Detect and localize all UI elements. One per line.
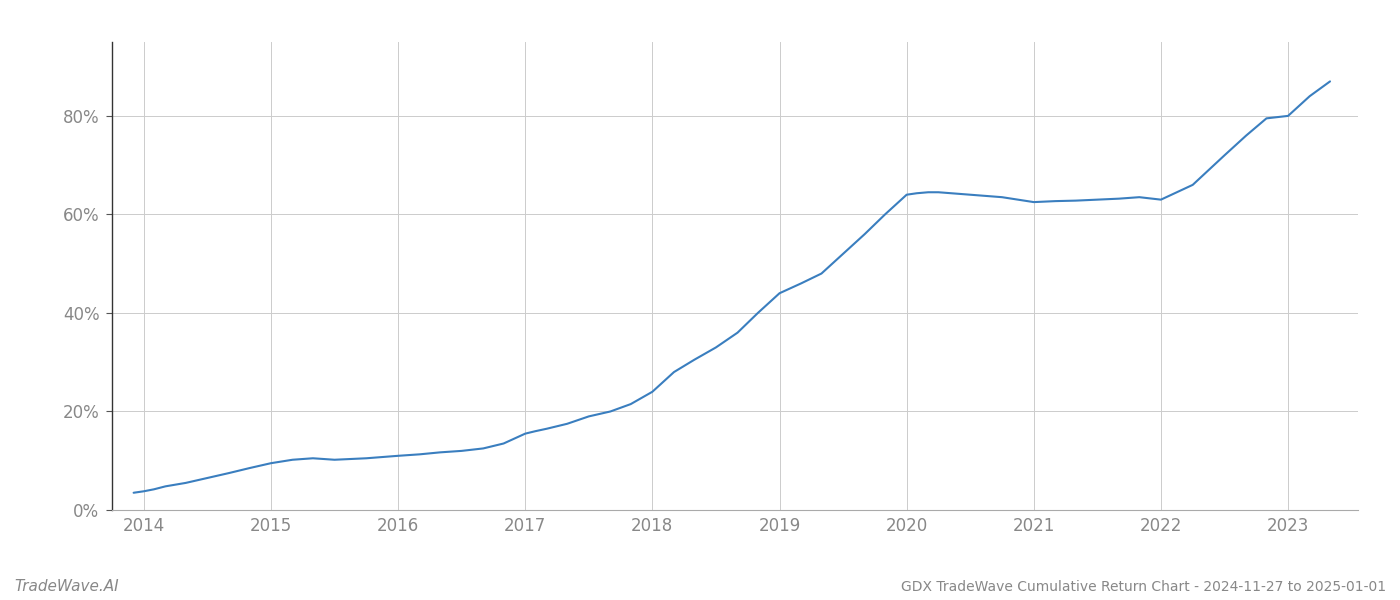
Text: TradeWave.AI: TradeWave.AI bbox=[14, 579, 119, 594]
Text: GDX TradeWave Cumulative Return Chart - 2024-11-27 to 2025-01-01: GDX TradeWave Cumulative Return Chart - … bbox=[900, 580, 1386, 594]
